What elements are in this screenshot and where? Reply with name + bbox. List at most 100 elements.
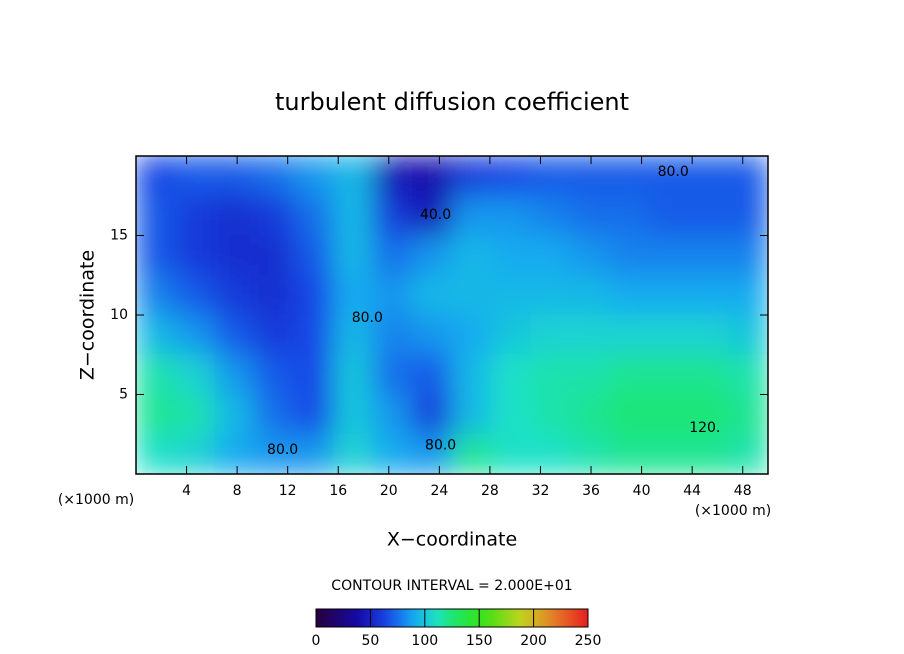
overlay: 4 8 12 16 20 24 28 32 36 40 44 485101580.040.080.08… [110,155,769,649]
y-tick-label: 15 [110,228,128,244]
field-cell [214,235,255,276]
field-cell [688,314,729,356]
field-cell [451,314,492,356]
field-cell [728,274,768,316]
x-tick-label: 12 [279,483,297,499]
field-cell [609,433,650,474]
field-cell [372,394,413,435]
field-cell [649,156,690,197]
field-cell [451,274,492,316]
field-cell [293,235,334,276]
field-cell [451,195,492,236]
field-cell [451,394,492,435]
field-cell [254,235,295,276]
field-cell [175,274,216,316]
field-cell [609,274,650,316]
field-cell [333,394,374,435]
field-cell [530,156,571,197]
field-cell [728,354,768,395]
field-cell [333,314,374,356]
field-cell [293,354,334,395]
field-cell [333,195,374,236]
field-cell [293,314,334,356]
field-cell [412,235,453,276]
contour-label: 40.0 [420,207,451,223]
field-cell [530,433,571,474]
field-cell [412,274,453,316]
field-cell [293,394,334,435]
field-cell [491,156,532,197]
field-cell [412,354,453,395]
field-cell [372,195,413,236]
field-cell [254,195,295,236]
y-tick-label: 10 [110,307,128,323]
field-cell [688,195,729,236]
field-cell [214,156,255,197]
x-tick-label: 24 [430,483,448,499]
x-tick-label: 8 [233,483,242,499]
field-cell [254,394,295,435]
field-cell [491,235,532,276]
field-cell [570,314,611,356]
field-cell [214,314,255,356]
x-tick-label: 20 [380,483,398,499]
colorbar-tick-label: 0 [312,633,321,649]
field-cell [451,354,492,395]
x-tick-label: 28 [481,483,499,499]
field-cell [214,354,255,395]
unit-label: (×1000 m) [695,503,771,519]
field-cell [530,314,571,356]
field-cell [136,314,176,356]
chart-title: turbulent diffusion coefficient [275,88,629,116]
field-cell [609,195,650,236]
field-cell [333,433,374,474]
contour-label: 80.0 [352,310,383,326]
field-cell [570,394,611,435]
field-cell [412,314,453,356]
field-cell [214,433,255,474]
x-tick-label: 40 [633,483,651,499]
field-cell [372,433,413,474]
field-cell [609,354,650,395]
field-cell [609,394,650,435]
field-cell [333,156,374,197]
field-cell [451,433,492,474]
field-cell [136,433,176,474]
field-cell [136,156,176,197]
field-cell [333,235,374,276]
colorbar [315,608,589,628]
field-cell [688,156,729,197]
field-cell [570,195,611,236]
field-cell [175,195,216,236]
field-cell [491,354,532,395]
unit-label: (×1000 m) [58,492,134,508]
field-cell [175,314,216,356]
field-cell [412,433,453,474]
field-cell [412,195,453,236]
field-cell [530,235,571,276]
field-cell [175,394,216,435]
field-cell [412,394,453,435]
x-tick-label: 32 [532,483,550,499]
field-cell [175,156,216,197]
field-cell [175,433,216,474]
field-cell [175,235,216,276]
field-cells [136,156,768,474]
field-cell [609,314,650,356]
field-cell [728,156,768,197]
field-cell [293,274,334,316]
field-cell [412,156,453,197]
field-cell [649,394,690,435]
colorbar-tick-label: 200 [520,633,547,649]
field-cell [728,195,768,236]
field [136,156,768,474]
field-cell [688,354,729,395]
field-cell [293,195,334,236]
field-cell [372,354,413,395]
field-cell [175,354,216,395]
field-cell [649,433,690,474]
field-cell [136,235,176,276]
field-cell [491,314,532,356]
y-tick-label: 5 [119,387,128,403]
